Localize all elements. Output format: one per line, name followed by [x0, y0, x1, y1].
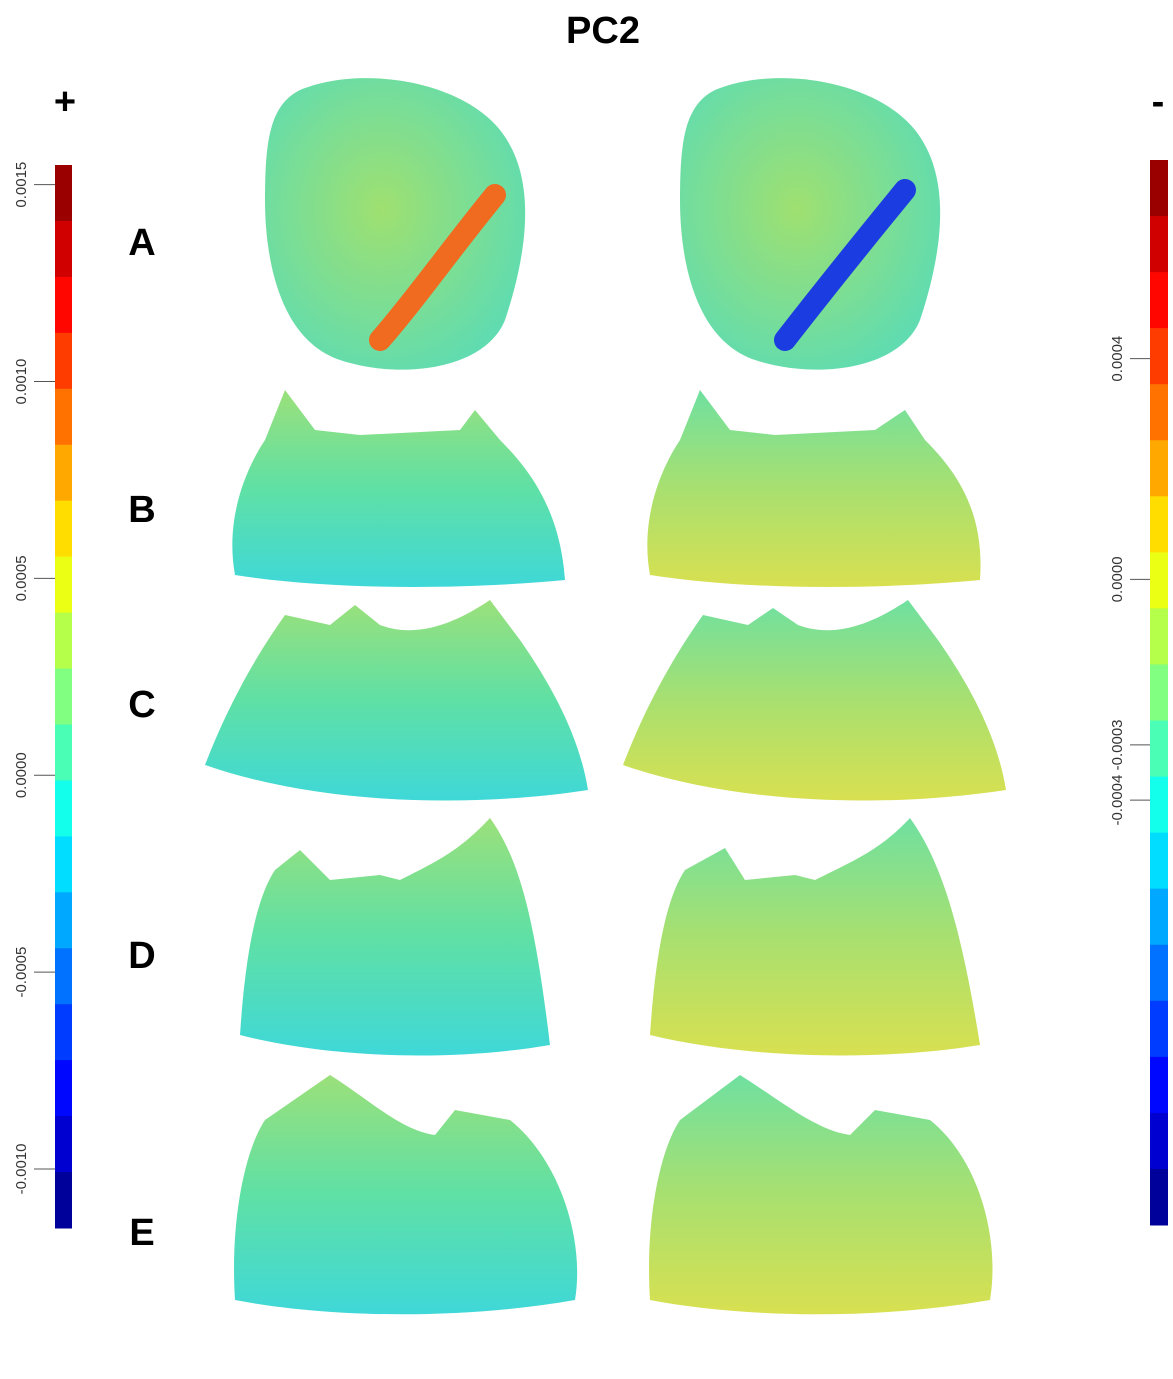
tooth-b-right	[647, 390, 981, 587]
colorbar-segment	[55, 668, 72, 725]
tick-label: -0.0005	[13, 947, 30, 998]
colorbar-segment	[55, 1172, 72, 1229]
colorbar-segment	[1150, 496, 1168, 553]
colorbar-segment	[55, 500, 72, 558]
stripe-a-left	[369, 184, 506, 351]
colorbar-segment	[1150, 384, 1168, 441]
tooth-c-left	[205, 600, 588, 801]
tick-label: 0.0004	[1109, 336, 1126, 382]
colorbar-segment	[55, 332, 72, 390]
plus-sign: +	[54, 81, 76, 123]
colorbar-segment	[55, 836, 72, 893]
colorbar-segment	[1150, 720, 1168, 778]
colorbar-segment	[55, 388, 72, 446]
colorbar-segment	[55, 724, 72, 781]
colorbar-segment	[55, 165, 72, 222]
colorbar-segment	[1150, 272, 1168, 329]
tooth-a-right	[680, 78, 941, 370]
colorbar-segment	[1150, 328, 1168, 385]
colorbar-segment	[55, 444, 72, 502]
colorbar-segment	[55, 612, 72, 670]
colorbar-segment	[55, 1004, 72, 1061]
row-label: E	[129, 1212, 154, 1254]
tick-label: -0.0004	[1109, 775, 1126, 826]
colorbar-segment	[1150, 1000, 1168, 1058]
tooth-c-right	[623, 600, 1006, 801]
colorbar-segment	[55, 220, 72, 278]
tick-label: 0.0000	[13, 752, 30, 798]
colorbar-segment	[1150, 216, 1168, 273]
tooth-e-right	[649, 1075, 993, 1315]
tooth-d-left	[240, 818, 550, 1056]
row-label: B	[128, 489, 155, 531]
row-label: D	[128, 935, 155, 977]
row-label: A	[128, 222, 155, 264]
colorbar-segment	[55, 556, 72, 614]
tooth-d-right	[650, 818, 980, 1056]
colorbar-segment	[1150, 776, 1168, 834]
tick-label: 0.0010	[13, 359, 30, 405]
colorbar-segment	[55, 276, 72, 334]
tick-label: 0.0015	[13, 162, 30, 208]
colorbar-segment	[1150, 552, 1168, 609]
tick-label: 0.0000	[1109, 556, 1126, 602]
colorbar-segment	[1150, 160, 1168, 217]
tick-label: -0.0003	[1109, 719, 1126, 770]
row-label: C	[128, 684, 155, 726]
colorbar-segment	[1150, 664, 1168, 722]
colorbar-segment	[1150, 1056, 1168, 1114]
title: PC2	[566, 10, 640, 52]
stripe-a-right	[774, 179, 916, 351]
colorbar-segment	[1150, 888, 1168, 946]
colorbar-segment	[1150, 944, 1168, 1002]
colorbar-segment	[55, 892, 72, 949]
colorbar-segment	[1150, 1112, 1168, 1170]
colorbar-segment	[1150, 440, 1168, 497]
tooth-b-left	[232, 390, 565, 587]
minus-sign: -	[1152, 81, 1165, 123]
colorbar-segment	[55, 780, 72, 837]
colorbar-segment	[1150, 608, 1168, 665]
tooth-a-left	[265, 78, 526, 370]
tick-label: 0.0005	[13, 555, 30, 601]
tick-label: -0.0010	[13, 1144, 30, 1195]
colorbar-segment	[55, 948, 72, 1005]
colorbar-segment	[1150, 1168, 1168, 1226]
colorbar-segment	[1150, 832, 1168, 890]
tooth-e-left	[234, 1075, 578, 1315]
colorbar-segment	[55, 1116, 72, 1173]
colorbar-segment	[55, 1060, 72, 1117]
